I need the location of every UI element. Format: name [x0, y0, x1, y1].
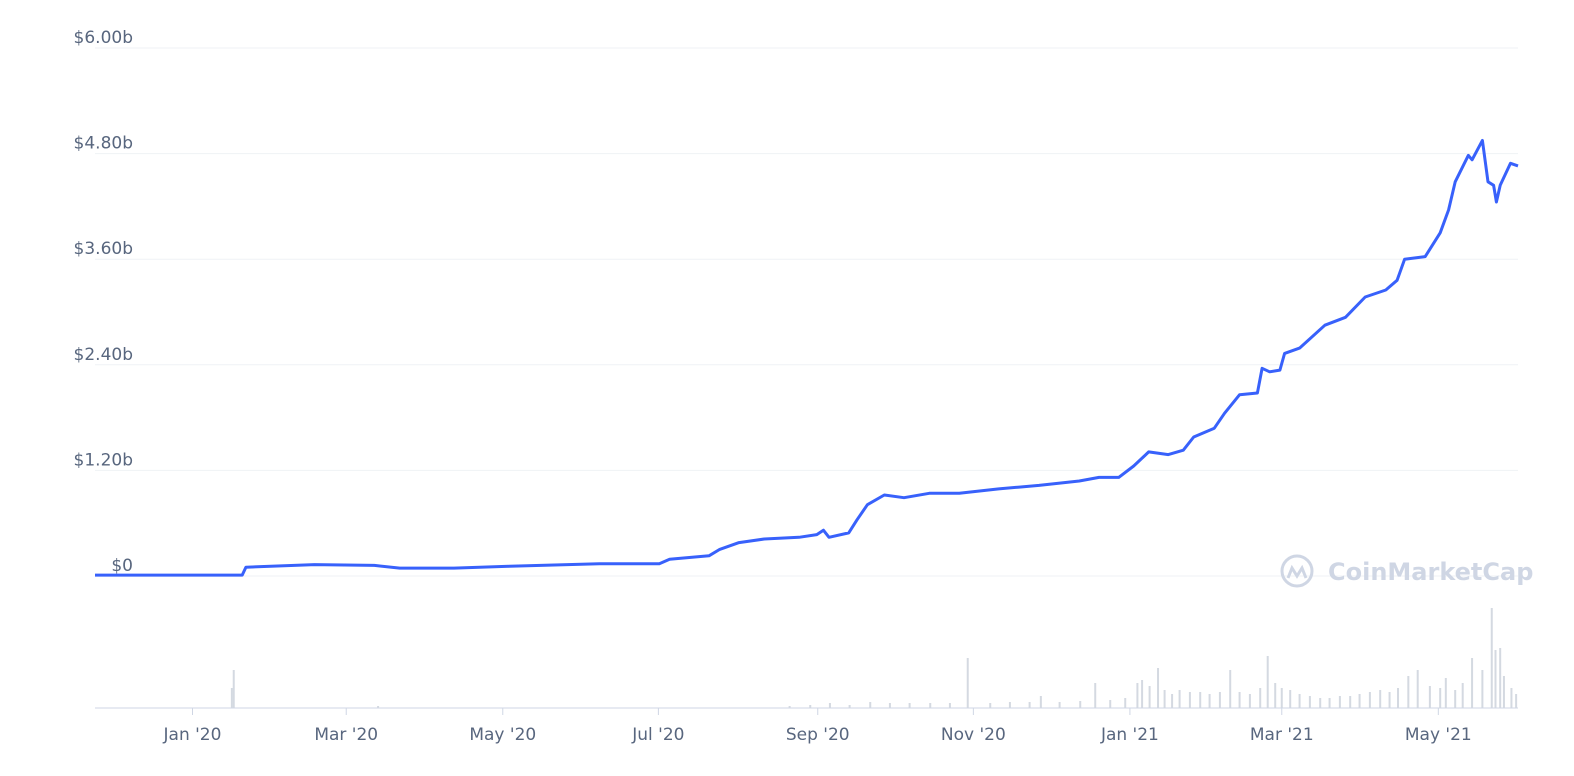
- volume-bar: [1338, 696, 1341, 708]
- y-tick-label: $1.20b: [74, 450, 133, 470]
- volume-bar: [1481, 670, 1484, 708]
- volume-bar: [1289, 690, 1292, 708]
- volume-bar: [1229, 670, 1232, 708]
- volume-bar: [1274, 683, 1277, 708]
- volume-bar: [377, 706, 380, 708]
- watermark: CoinMarketCap: [1328, 558, 1533, 586]
- volume-bar: [869, 702, 872, 708]
- volume-bar: [1141, 680, 1144, 708]
- volume-bar: [1238, 692, 1241, 708]
- x-tick-label: Mar '20: [314, 725, 378, 745]
- volume-bar: [929, 703, 932, 708]
- volume-bar: [1028, 702, 1031, 708]
- logo-circle: [1280, 554, 1314, 588]
- volume-bar: [1124, 698, 1127, 708]
- volume-bar: [1515, 694, 1518, 708]
- volume-bar: [1407, 676, 1410, 708]
- volume-bar: [1094, 683, 1097, 708]
- volume-bar: [1248, 694, 1251, 708]
- volume-bar: [1454, 690, 1457, 708]
- x-tick-label: Nov '20: [941, 725, 1006, 745]
- volume-bar: [1188, 692, 1191, 708]
- volume-bar: [809, 705, 812, 708]
- volume-bar: [1494, 650, 1497, 708]
- volume-bar: [966, 658, 969, 708]
- y-tick-label: $2.40b: [74, 345, 133, 365]
- volume-bar: [1428, 686, 1431, 708]
- volume-bar: [848, 705, 851, 708]
- x-tick-label: May '20: [469, 725, 536, 745]
- volume-bar: [1444, 678, 1447, 708]
- volume-bar: [1298, 694, 1301, 708]
- volume-bar: [1510, 688, 1513, 708]
- plot: $0 $1.20b $2.40b $3.60b $4.80b $6.00b Jan '20 M…: [74, 28, 1519, 745]
- x-tick-label: Sep '20: [786, 725, 850, 745]
- volume-bar: [1461, 683, 1464, 708]
- y-tick-label: $6.00b: [74, 28, 133, 48]
- volume-bar: [1328, 698, 1331, 708]
- volume-bar: [1280, 688, 1283, 708]
- volume-bar: [1502, 676, 1505, 708]
- volume-bar: [1171, 694, 1174, 708]
- volume-bar: [1148, 686, 1151, 708]
- volume-bar: [1163, 690, 1166, 708]
- volume-bar: [908, 703, 911, 708]
- y-tick-label: $0: [111, 556, 133, 576]
- volume-bar: [1349, 696, 1352, 708]
- volume-bar: [1358, 694, 1361, 708]
- volume-bar: [1079, 701, 1082, 708]
- market-cap-line: [95, 138, 1519, 577]
- volume-bar: [1058, 702, 1061, 708]
- x-tick-label: Mar '21: [1250, 725, 1314, 745]
- volume-bar: [1499, 648, 1502, 708]
- x-tick-label: Jul '20: [631, 725, 684, 745]
- volume-bar: [1199, 692, 1202, 708]
- volume-bar: [1157, 668, 1160, 708]
- volume-bar: [1439, 688, 1442, 708]
- volume-bar: [989, 703, 992, 708]
- volume-bar: [1388, 692, 1391, 708]
- volume-bar: [1368, 692, 1371, 708]
- volume-bar: [1109, 700, 1112, 708]
- y-tick-label: $4.80b: [74, 134, 133, 154]
- volume-bar: [1471, 658, 1474, 708]
- volume-bar: [232, 670, 235, 708]
- volume-bar: [1259, 688, 1262, 708]
- volume-bar: [1266, 656, 1269, 708]
- volume-bar: [1379, 690, 1382, 708]
- volume-bar: [230, 688, 233, 708]
- x-tick-label: Jan '21: [1100, 725, 1159, 745]
- volume-bar: [828, 703, 831, 708]
- volume-bar: [1490, 608, 1493, 708]
- volume-bar: [1178, 690, 1181, 708]
- volume-bar: [1208, 694, 1211, 708]
- volume-bar: [1039, 696, 1042, 708]
- x-tick-label: Jan '20: [163, 725, 222, 745]
- volume-bar: [1308, 696, 1311, 708]
- volume-bar: [1008, 702, 1011, 708]
- volume-bar: [1416, 670, 1419, 708]
- x-tick-label: May '21: [1405, 725, 1472, 745]
- logo-mark: [1286, 564, 1308, 579]
- volume-bar: [1397, 688, 1400, 708]
- watermark-logo: [1280, 554, 1314, 588]
- volume-bar: [1136, 683, 1139, 708]
- volume-bar: [1218, 692, 1221, 708]
- volume-bar: [948, 703, 951, 708]
- y-tick-label: $3.60b: [74, 239, 133, 259]
- volume-bar: [1319, 698, 1322, 708]
- volume-bar: [888, 703, 891, 708]
- volume-bar: [788, 706, 791, 708]
